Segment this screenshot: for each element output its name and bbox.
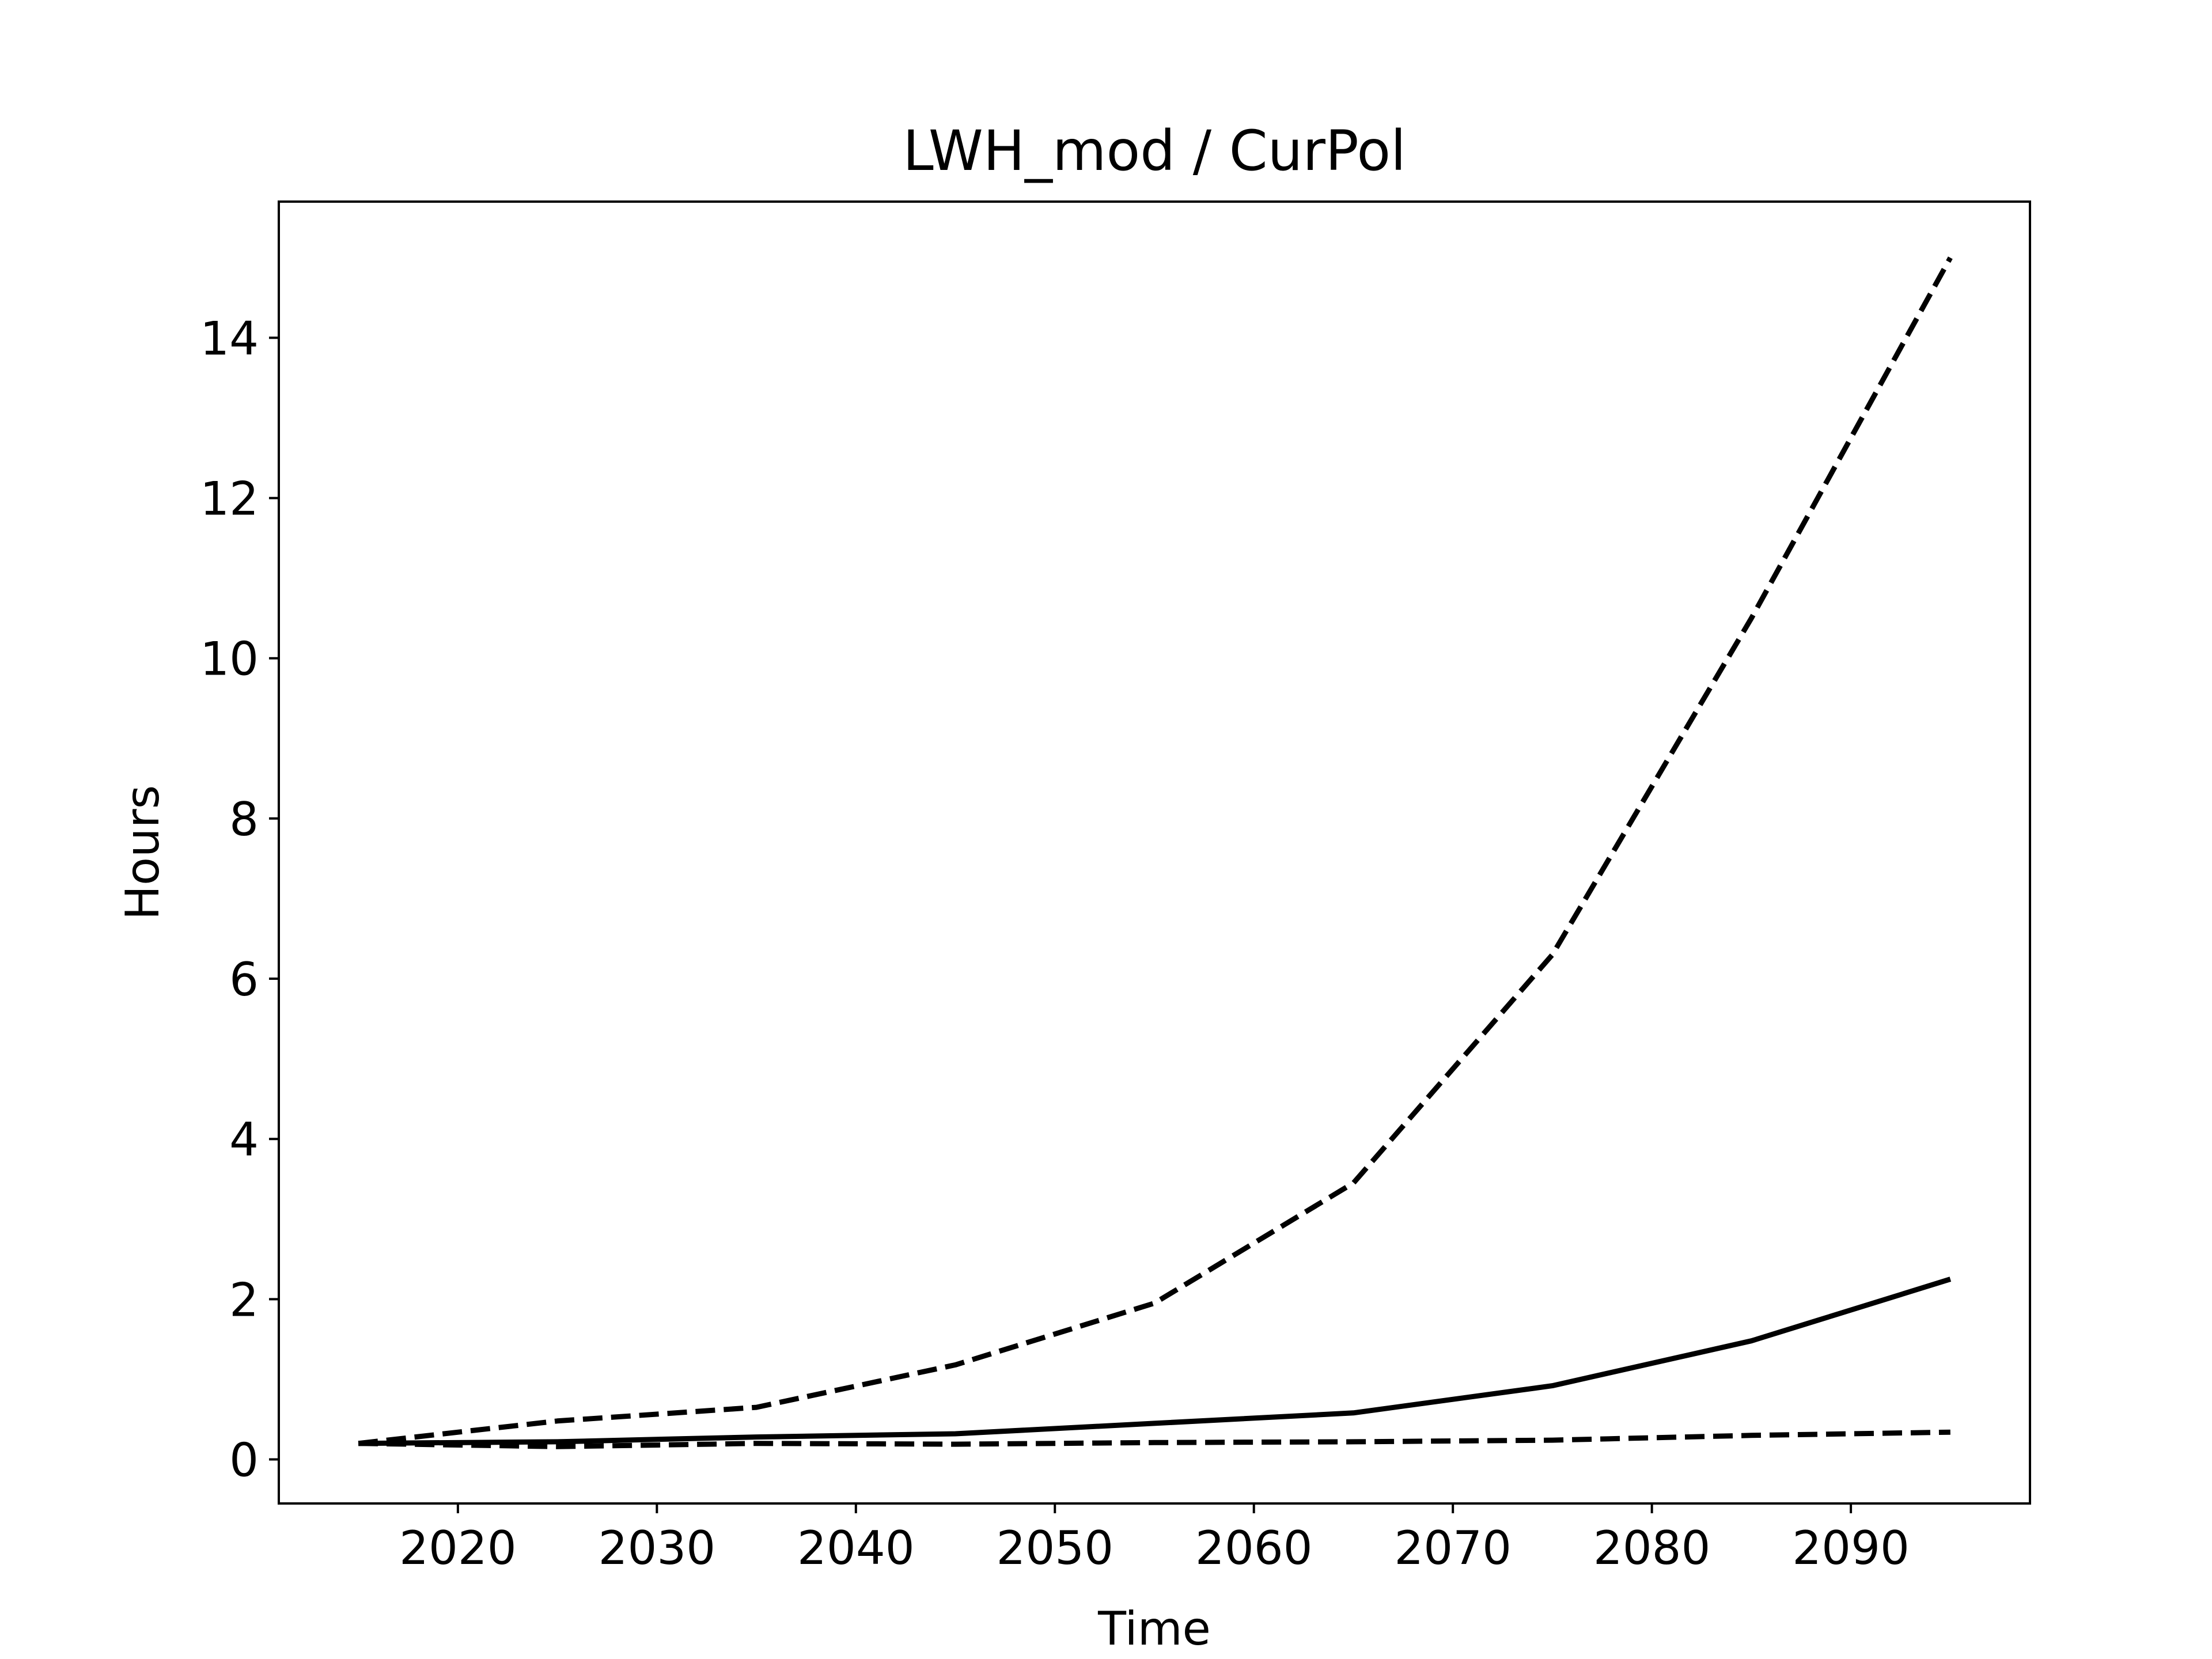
series-layer [358, 256, 1953, 1449]
y-tick-label: 12 [200, 472, 259, 526]
y-axis: 0 2 4 6 8 10 12 14 [200, 312, 279, 1487]
y-tick-label: 8 [229, 793, 259, 846]
x-tick-label: 2060 [1195, 1521, 1313, 1575]
y-tick-label: 0 [229, 1434, 259, 1487]
x-tick-label: 2070 [1394, 1521, 1512, 1575]
series-line-3 [358, 1429, 1950, 1449]
chart-title: LWH_mod / CurPol [903, 119, 1406, 183]
x-tick-label: 2080 [1593, 1521, 1711, 1575]
y-tick-label: 6 [229, 953, 259, 1006]
x-tick-label: 2020 [399, 1521, 517, 1575]
series-line-2 [358, 1277, 1952, 1446]
x-tick-label: 2040 [797, 1521, 915, 1575]
y-tick-label: 2 [229, 1273, 259, 1327]
x-tick-label: 2050 [996, 1521, 1113, 1575]
x-tick-label: 2030 [599, 1521, 716, 1575]
y-axis-label: Hours [116, 785, 169, 920]
y-tick-label: 10 [200, 632, 259, 686]
axes-frame [278, 200, 2031, 1505]
series-line-1 [358, 256, 1953, 1446]
x-axis: 2020 2030 2040 2050 2060 2070 2080 2090 [399, 1503, 1910, 1575]
x-tick-label: 2090 [1792, 1521, 1910, 1575]
y-tick-label: 4 [229, 1113, 259, 1166]
x-axis-label: Time [1097, 1602, 1211, 1656]
y-tick-label: 14 [200, 312, 259, 365]
